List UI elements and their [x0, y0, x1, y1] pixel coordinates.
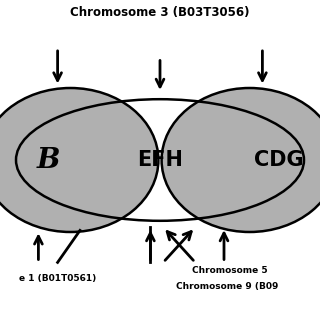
Text: EFH: EFH [137, 150, 183, 170]
Ellipse shape [162, 88, 320, 232]
Text: e 1 (B01T0561): e 1 (B01T0561) [19, 274, 96, 283]
Text: Chromosome 3 (B03T3056): Chromosome 3 (B03T3056) [70, 6, 250, 19]
Text: CDG: CDG [253, 150, 303, 170]
Text: Chromosome 5: Chromosome 5 [192, 266, 268, 275]
Ellipse shape [0, 88, 158, 232]
Text: Chromosome 9 (B09: Chromosome 9 (B09 [176, 282, 278, 291]
Text: B: B [36, 147, 60, 173]
Ellipse shape [162, 88, 320, 232]
Ellipse shape [16, 99, 304, 221]
Ellipse shape [0, 88, 158, 232]
